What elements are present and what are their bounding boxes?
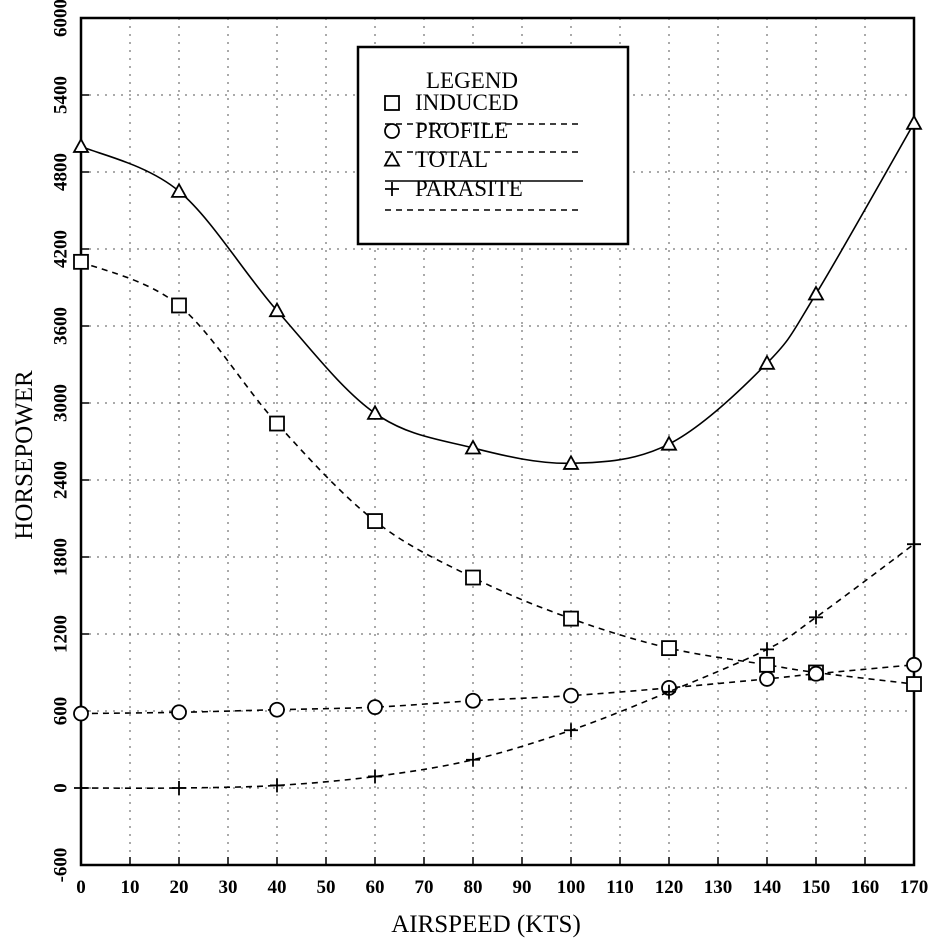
legend-entries: INDUCED PROFILE TOTAL PARASITE [383,90,583,211]
legend-marker-total [383,151,401,167]
y-tick-label: 1800 [50,538,71,576]
series-line-profile [80,664,915,715]
data-point-total [905,114,923,130]
y-tick-label: 2400 [50,461,71,499]
legend-title: LEGEND [426,68,518,93]
data-point-profile [171,704,187,721]
data-point-induced [661,640,677,657]
x-tick-label: 40 [268,877,287,898]
x-tick-label: 10 [121,877,140,898]
legend-marker-parasite [385,182,399,196]
y-tick-label: -600 [50,848,71,883]
x-tick-label: 70 [415,877,434,898]
y-tick-label: 6000 [50,0,71,37]
data-point-induced [563,610,579,627]
data-point-induced [465,569,481,586]
data-point-induced [269,415,285,432]
x-tick-label: 140 [753,877,782,898]
data-point-total [366,404,384,420]
y-tick-label: 3000 [50,384,71,422]
legend: LEGEND INDUCED PROFILE TOTAL PARASITE [356,45,630,246]
data-point-parasite [74,781,88,795]
data-point-total [464,439,482,455]
plot-frame [79,16,916,867]
series-line-induced [80,261,915,685]
x-tick-label: 110 [606,877,633,898]
series-total [72,114,923,470]
x-tick-label: 90 [513,877,532,898]
x-tick-label: 160 [851,877,880,898]
x-tick-label: 100 [557,877,586,898]
data-point-profile [906,656,922,673]
y-axis-ticks: -600 0 600 1200 1800 2400 3000 3600 4200 4800 5400… [50,0,89,882]
x-tick-label: 30 [219,877,238,898]
data-point-total [660,435,678,451]
y-axis-label: HORSEPOWER [11,370,38,540]
data-point-parasite [907,537,921,552]
data-point-profile [465,692,481,709]
x-tick-label: 80 [464,877,483,898]
series-line-total [80,122,915,465]
series-profile [73,656,922,722]
legend-marker-profile [384,123,400,139]
data-point-profile [73,705,89,722]
data-point-parasite [564,723,578,738]
x-tick-label: 50 [317,877,336,898]
data-point-total [562,454,580,470]
data-point-profile [269,701,285,718]
data-point-parasite [760,642,774,657]
data-point-total [72,137,90,153]
x-axis-ticks: 0 10 20 30 40 50 60 70 80 90 100 110 120 130 140 150 160… [76,857,928,898]
y-tick-label: 600 [50,697,71,726]
data-point-induced [367,513,383,529]
data-point-parasite [662,684,676,699]
data-point-profile [759,671,775,687]
x-axis-label: AIRSPEED (KTS) [391,911,581,938]
data-point-total [170,182,188,198]
data-point-induced [759,656,775,673]
data-point-total [807,285,825,301]
legend-label-profile: PROFILE [415,118,508,143]
y-tick-label: 3600 [50,307,71,345]
y-tick-label: 5400 [50,76,71,114]
legend-marker-induced [384,95,400,111]
x-tick-label: 170 [900,877,929,898]
x-tick-label: 20 [170,877,189,898]
data-point-profile [367,699,383,716]
legend-box [356,45,630,246]
data-point-parasite [172,781,186,795]
data-point-parasite [809,610,823,625]
data-point-profile [563,687,579,704]
series-induced [73,253,922,692]
data-point-parasite [270,778,284,793]
data-point-total [268,301,286,318]
x-tick-label: 60 [366,877,385,898]
x-tick-label: 130 [704,877,733,898]
series-line-parasite [80,543,915,789]
x-tick-label: 0 [76,877,86,898]
y-tick-label: 4200 [50,230,71,268]
x-tick-label: 150 [802,877,831,898]
data-point-profile [808,665,824,682]
data-point-induced [171,297,187,314]
legend-label-induced: INDUCED [415,90,519,115]
legend-label-total: TOTAL [415,147,488,172]
data-point-total [758,354,776,370]
legend-label-parasite: PARASITE [415,176,523,201]
series-parasite [74,537,921,795]
series-group [72,114,923,795]
y-tick-label: 0 [50,783,71,793]
data-point-parasite [368,769,382,784]
data-point-parasite [466,752,480,767]
data-point-induced [906,676,922,692]
data-point-induced [73,253,89,270]
x-tick-label: 120 [655,877,684,898]
y-tick-label: 4800 [50,153,71,191]
y-tick-label: 1200 [50,615,71,653]
